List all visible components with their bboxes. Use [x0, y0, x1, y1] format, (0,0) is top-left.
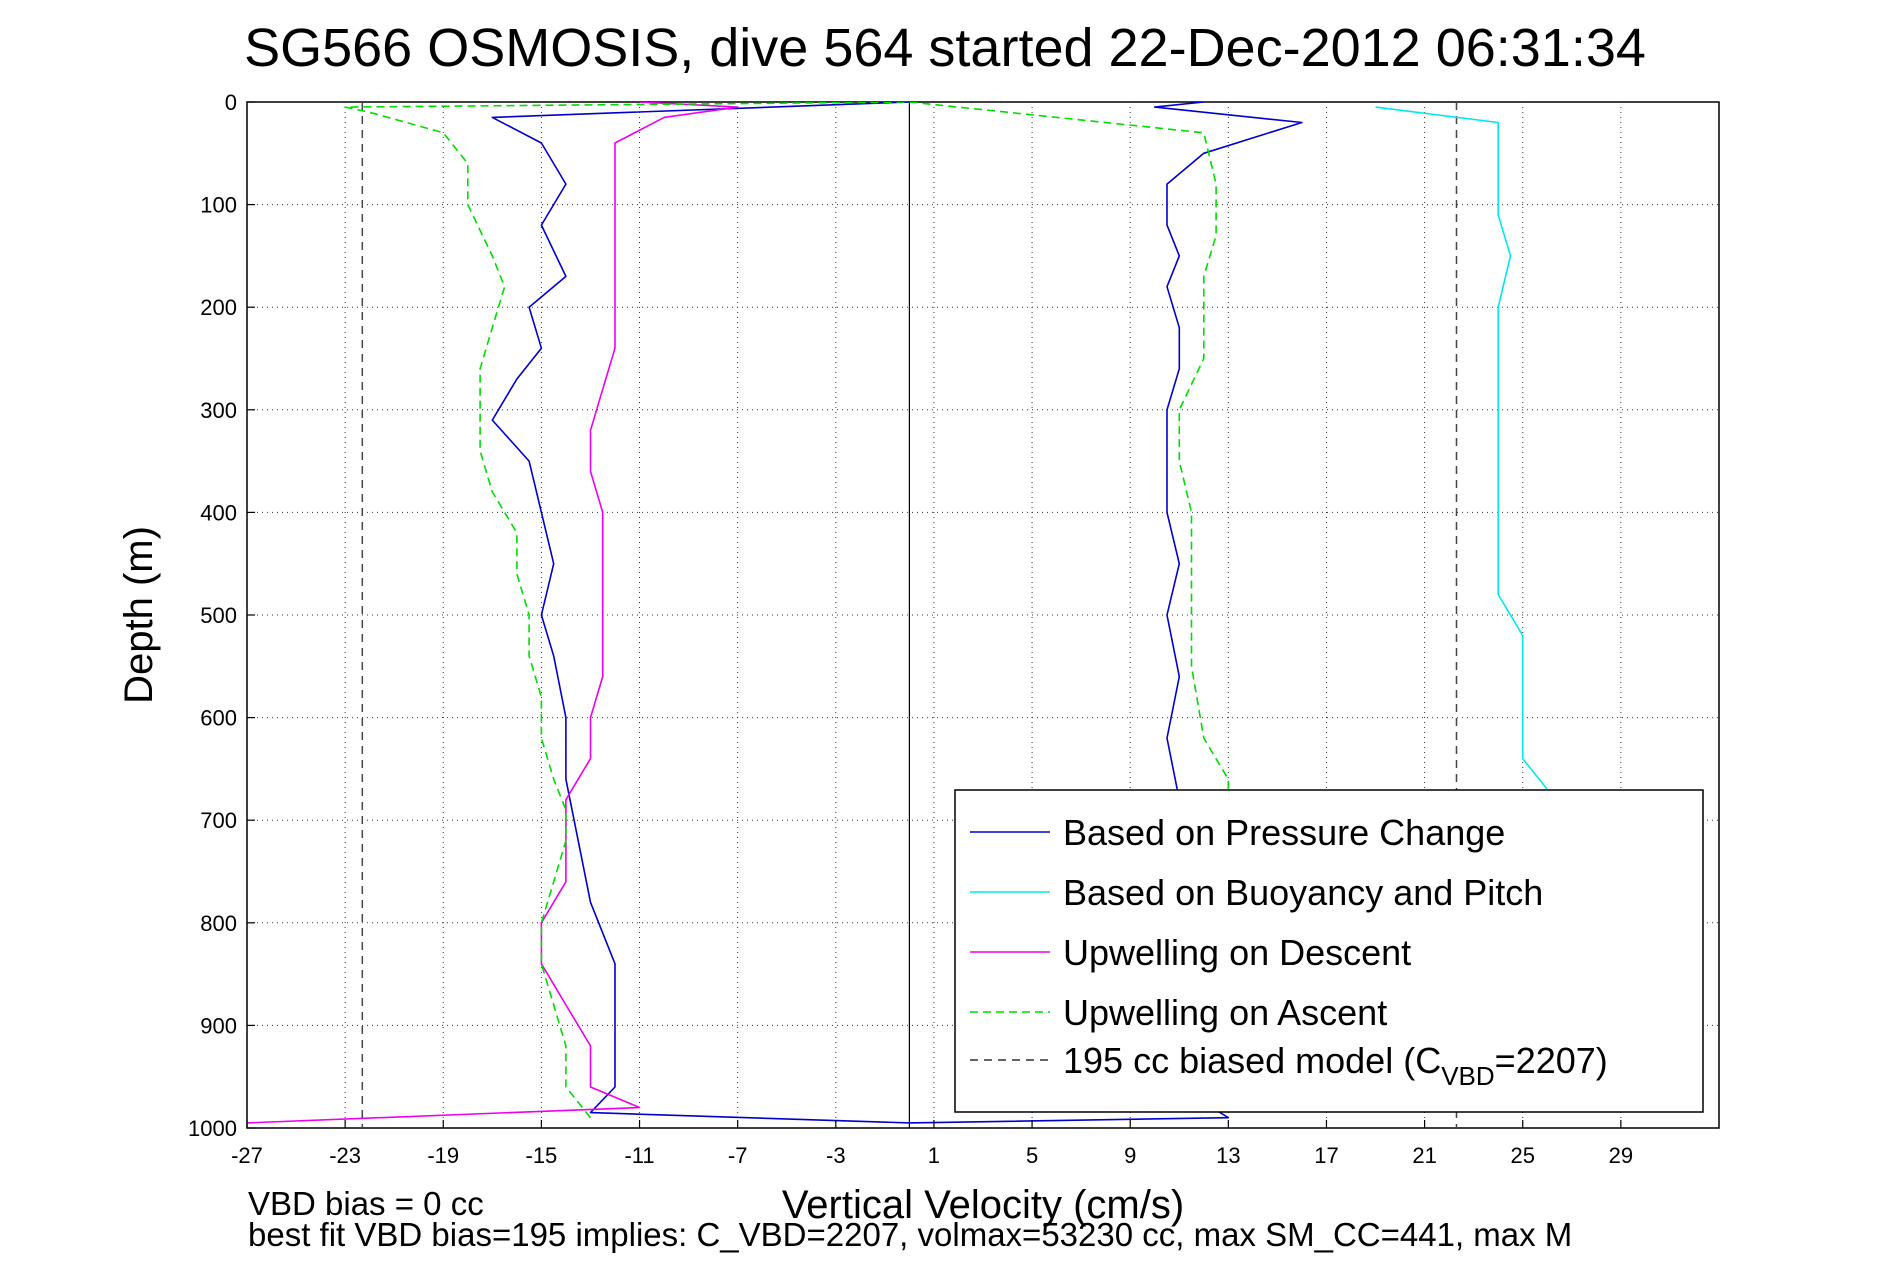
x-tick-label: 17 — [1314, 1143, 1338, 1168]
series-line-2 — [1375, 106, 1549, 821]
y-tick-label: 200 — [200, 295, 237, 320]
y-tick-label: 600 — [200, 706, 237, 731]
legend-box — [954, 789, 1704, 1113]
y-tick-label: 0 — [225, 90, 237, 115]
footer-best-fit: best fit VBD bias=195 implies: C_VBD=220… — [248, 1216, 1572, 1253]
legend-label: Upwelling on Ascent — [1063, 992, 1387, 1033]
x-tick-label: 29 — [1609, 1143, 1633, 1168]
legend: Based on Pressure Change Based on Buoyanc… — [954, 789, 1704, 1113]
y-tick-label: 1000 — [188, 1116, 237, 1141]
y-tick-label: 400 — [200, 500, 237, 525]
x-tick-label: -27 — [231, 1143, 263, 1168]
x-tick-label: 13 — [1216, 1143, 1240, 1168]
x-tick-label: -11 — [624, 1143, 654, 1168]
x-tick-label: -23 — [329, 1143, 361, 1168]
series-group — [247, 102, 1549, 1124]
y-tick-label: 800 — [200, 911, 237, 936]
y-axis-title: Depth (m) — [117, 526, 161, 704]
x-tick-label: 9 — [1124, 1143, 1136, 1168]
y-tick-label: 300 — [200, 398, 237, 423]
series-line-3 — [247, 102, 739, 1124]
y-tick-label: 100 — [200, 193, 237, 218]
x-tick-label: 25 — [1510, 1143, 1534, 1168]
x-tick-label: -15 — [526, 1143, 558, 1168]
ticks: -27 -23 -19 -15 -11 -7 -3 1 5 9 13 17 21 25 29 0 100 200 3… — [188, 90, 1633, 1168]
y-tick-label: 500 — [200, 603, 237, 628]
legend-label: Based on Pressure Change — [1063, 812, 1505, 853]
x-tick-label: 21 — [1412, 1143, 1436, 1168]
chart-title: SG566 OSMOSIS, dive 564 started 22-Dec-2… — [244, 18, 1646, 78]
x-tick-label: 1 — [928, 1143, 940, 1168]
x-axis-title: Vertical Velocity (cm/s) — [782, 1183, 1184, 1227]
y-tick-label: 700 — [200, 808, 237, 833]
y-tick-label: 900 — [200, 1013, 237, 1038]
x-tick-label: -7 — [728, 1143, 748, 1168]
series-line-1 — [491, 102, 1303, 1124]
series-line-4 — [344, 102, 1230, 1119]
footer-vbd-bias: VBD bias = 0 cc — [248, 1185, 484, 1222]
legend-label: Upwelling on Descent — [1063, 932, 1411, 973]
x-tick-label: -3 — [826, 1143, 846, 1168]
x-tick-label: -19 — [427, 1143, 459, 1168]
legend-label: Based on Buoyancy and Pitch — [1063, 872, 1543, 913]
x-tick-label: 5 — [1026, 1143, 1038, 1168]
